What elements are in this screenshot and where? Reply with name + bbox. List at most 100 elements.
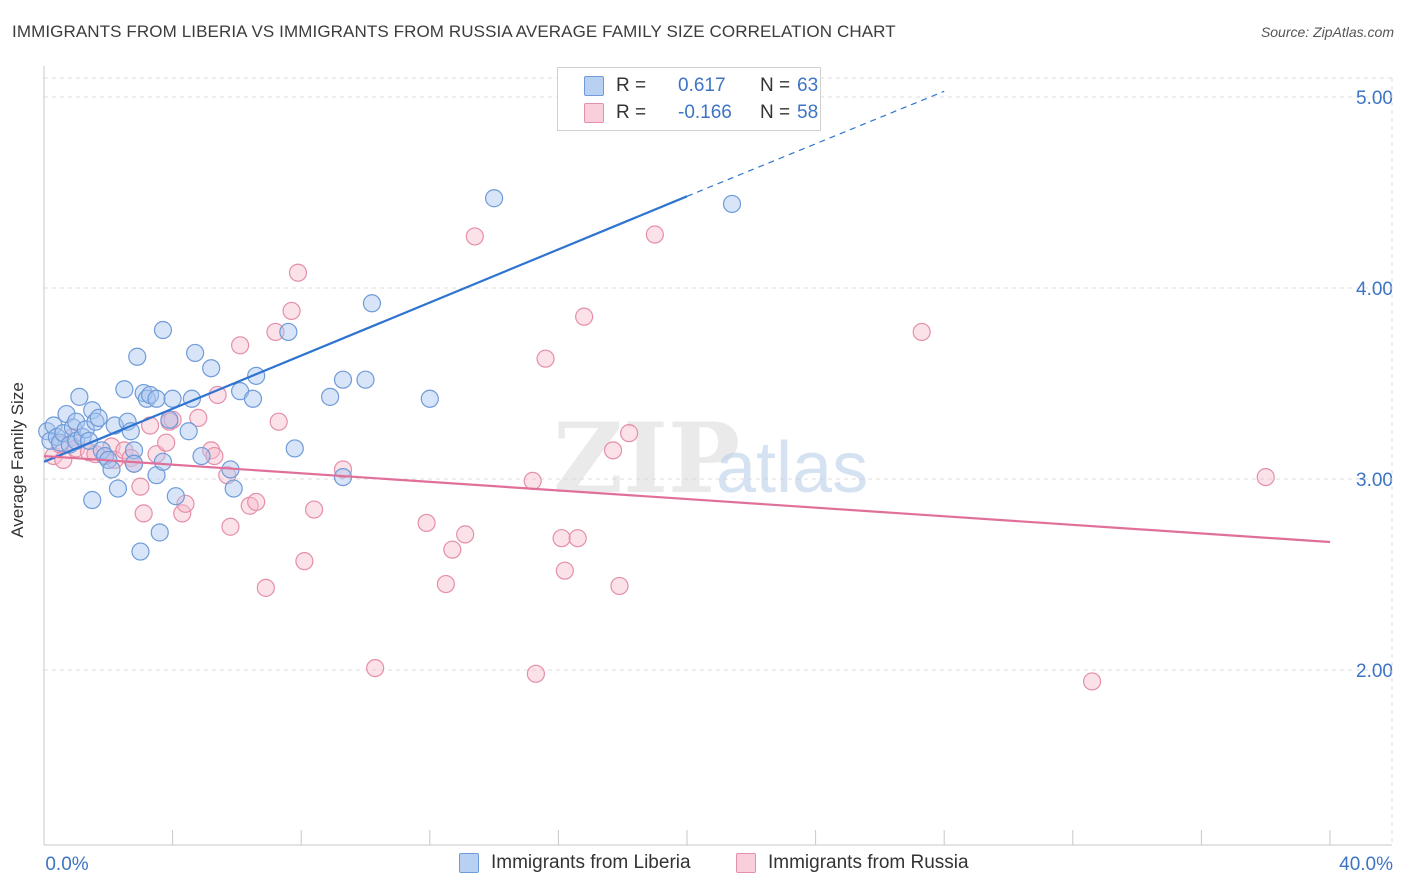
legend-n-value-russia: 58 [797, 102, 819, 123]
liberia-point [83, 490, 102, 510]
series-legend-russia: Immigrants from Russia [736, 852, 969, 874]
russia-point [256, 578, 275, 597]
russia-point [465, 227, 484, 246]
russia-point [366, 658, 385, 678]
liberia-point [44, 416, 63, 435]
russia-point [231, 336, 250, 355]
liberia-trend-line [43, 195, 688, 463]
liberia-point [124, 441, 144, 460]
liberia-trend-extension [686, 90, 945, 197]
liberia-point [243, 389, 263, 408]
russia-point [134, 504, 153, 523]
series-swatch-russia [736, 853, 756, 873]
russia-point [568, 529, 587, 548]
russia-point [620, 424, 639, 443]
liberia-point [722, 194, 742, 214]
watermark-atlas: atlas [716, 428, 868, 508]
chart-title: IMMIGRANTS FROM LIBERIA VS IMMIGRANTS FR… [12, 22, 896, 41]
liberia-point [108, 479, 128, 498]
liberia-point [166, 487, 185, 506]
russia-point [176, 494, 195, 513]
liberia-point [153, 452, 173, 471]
russia-point [247, 492, 266, 512]
russia-point [1082, 672, 1102, 691]
liberia-point [67, 412, 86, 431]
legend-n-label-russia: N = [760, 102, 791, 123]
liberia-point [420, 389, 439, 408]
y-tick-label: 4.00 [1356, 279, 1393, 300]
legend-r-value-liberia: 0.617 [678, 75, 726, 96]
liberia-point [356, 370, 375, 389]
russia-point [333, 460, 353, 479]
x-tick-label: 40.0% [1339, 854, 1393, 875]
russia-point [417, 513, 436, 533]
watermark-zip: ZIP [553, 402, 740, 515]
legend-swatch-liberia [584, 76, 604, 96]
russia-point [115, 441, 134, 460]
legend-n-value-liberia: 63 [797, 75, 819, 96]
liberia-point [76, 420, 95, 439]
liberia-point [279, 322, 298, 342]
series-swatch-liberia [459, 853, 479, 873]
liberia-point [131, 542, 150, 561]
liberia-point [83, 401, 102, 420]
legend-r-label-russia: R = [616, 102, 647, 123]
russia-point [202, 441, 221, 460]
russia-point [526, 664, 545, 683]
series-label-russia: Immigrants from Russia [768, 852, 969, 873]
russia-point [295, 552, 314, 571]
russia-point [266, 322, 285, 342]
liberia-point [192, 446, 211, 466]
liberia-point [124, 454, 144, 473]
liberia-point [89, 408, 108, 427]
liberia-point [128, 347, 147, 366]
russia-point [304, 500, 324, 519]
russia-point [536, 349, 555, 368]
russia-point [157, 433, 176, 452]
y-axis-label: Average Family Size [8, 382, 27, 538]
russia-point [912, 322, 931, 342]
russia-point [173, 504, 192, 523]
russia-point [436, 574, 455, 594]
x-tick-label: 0.0% [45, 854, 88, 875]
liberia-point [160, 410, 179, 429]
y-tick-label: 5.00 [1356, 88, 1393, 109]
legend-swatch-russia [584, 103, 604, 123]
legend-r-value-russia: -0.166 [678, 102, 732, 123]
russia-point [269, 412, 288, 431]
russia-point [456, 525, 475, 544]
liberia-point [362, 294, 382, 313]
russia-point [205, 446, 224, 466]
russia-point [131, 477, 150, 496]
liberia-point [163, 389, 182, 408]
russia-point [603, 441, 623, 460]
liberia-point [285, 439, 304, 458]
liberia-point [333, 370, 353, 389]
liberia-point [70, 387, 89, 406]
y-tick-label: 2.00 [1356, 661, 1393, 682]
legend-r-label-liberia: R = [616, 75, 647, 96]
russia-point [282, 301, 301, 321]
russia-point [552, 529, 571, 548]
russia-point [575, 307, 594, 326]
series-label-liberia: Immigrants from Liberia [491, 852, 691, 873]
series-legend-liberia: Immigrants from Liberia [459, 852, 691, 874]
liberia-point [179, 422, 198, 441]
source-note: Source: ZipAtlas.com [1260, 24, 1394, 40]
liberia-point [153, 320, 173, 340]
russia-trend-line [43, 454, 1331, 544]
liberia-point [485, 189, 504, 208]
russia-point [1256, 467, 1275, 487]
russia-point [189, 408, 208, 427]
liberia-point [202, 359, 221, 378]
liberia-point [224, 479, 243, 498]
russia-point [555, 561, 574, 580]
russia-point [443, 540, 462, 559]
legend-n-label-liberia: N = [760, 75, 791, 96]
russia-point [523, 471, 542, 491]
russia-point [221, 517, 240, 536]
russia-point [288, 263, 308, 282]
liberia-point [321, 387, 340, 406]
y-tick-label: 3.00 [1356, 470, 1393, 491]
